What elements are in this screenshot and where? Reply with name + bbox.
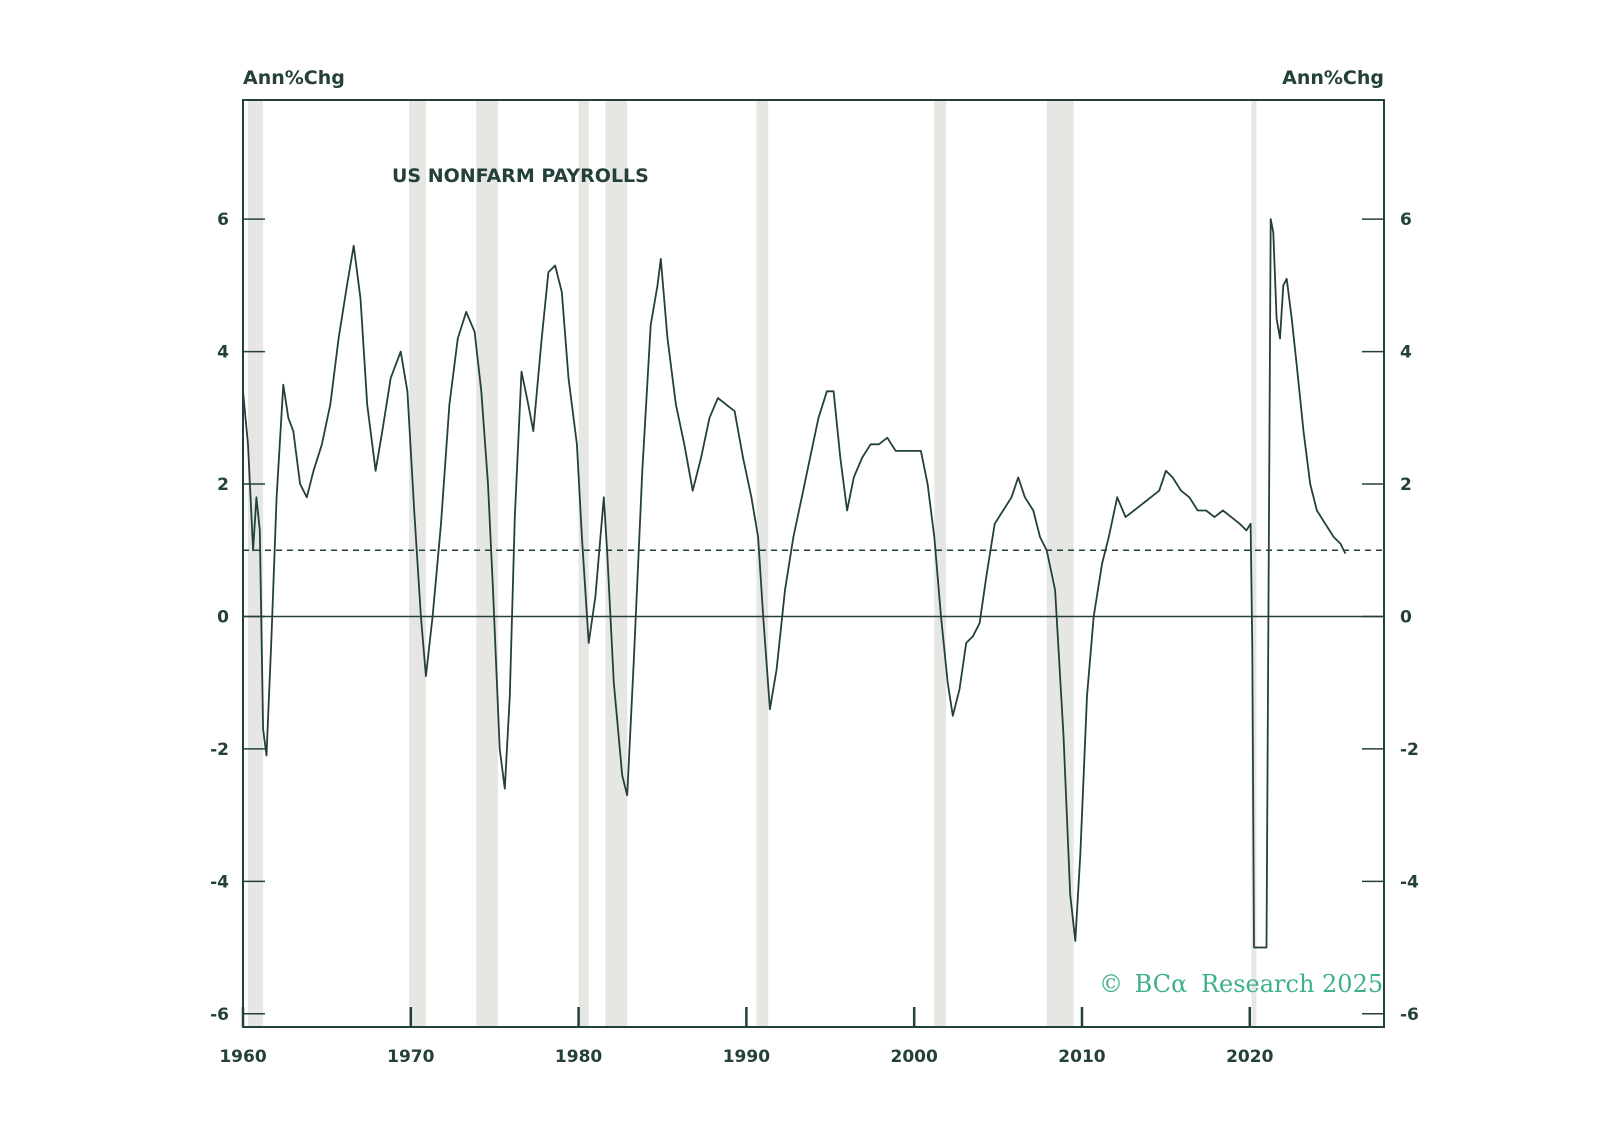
copyright-symbol: © <box>1099 970 1123 998</box>
x-tick-label: 1990 <box>723 1047 770 1067</box>
recession-band <box>248 100 264 1027</box>
y-axis-unit-right: Ann%Chg <box>1282 67 1384 89</box>
series-layer <box>242 218 1347 949</box>
recession-band <box>1251 100 1257 1027</box>
y-tick-label-left: -2 <box>210 740 229 760</box>
y-tick-label-left: 0 <box>217 607 229 627</box>
y-tick-label-right: 2 <box>1400 475 1412 495</box>
recession-band <box>756 100 769 1027</box>
plot-frame <box>242 99 1385 1028</box>
y-tick-label-right: -2 <box>1400 740 1419 760</box>
y-tick-label-left: 2 <box>217 475 229 495</box>
y-tick-label-right: -4 <box>1400 872 1419 892</box>
recession-band <box>476 100 499 1027</box>
axis-ticks: -6 -6 -4 -4 -2 -2 0 0 2 2 4 4 6 6 1960 1970 1980 1990 2000… <box>210 210 1419 1067</box>
y-tick-label-right: 4 <box>1400 343 1412 363</box>
y-tick-label-left: -6 <box>210 1005 229 1025</box>
y-tick-label-left: 6 <box>217 210 229 230</box>
y-tick-label-right: 0 <box>1400 607 1412 627</box>
credit-text: © BCα Research 2025 <box>1099 970 1383 998</box>
x-tick-label: 1970 <box>387 1047 434 1067</box>
chart-title: US NONFARM PAYROLLS <box>392 165 649 187</box>
y-tick-label-left: -4 <box>210 872 229 892</box>
x-tick-label: 1980 <box>555 1047 602 1067</box>
y-tick-label-left: 4 <box>217 343 229 363</box>
y-tick-label-right: -6 <box>1400 1005 1419 1025</box>
recession-bands <box>248 100 1257 1027</box>
x-tick-label: 1960 <box>219 1047 266 1067</box>
y-axis-unit-left: Ann%Chg <box>243 67 345 89</box>
recession-band <box>605 100 628 1027</box>
recession-band <box>934 100 947 1027</box>
x-tick-label: 2000 <box>891 1047 938 1067</box>
x-tick-label: 2010 <box>1058 1047 1105 1067</box>
x-tick-label: 2020 <box>1226 1047 1273 1067</box>
credit-rest: Research 2025 <box>1201 970 1383 998</box>
credit-brand: BCα <box>1135 970 1188 998</box>
payrolls-line <box>242 218 1347 949</box>
y-tick-label-right: 6 <box>1400 210 1412 230</box>
